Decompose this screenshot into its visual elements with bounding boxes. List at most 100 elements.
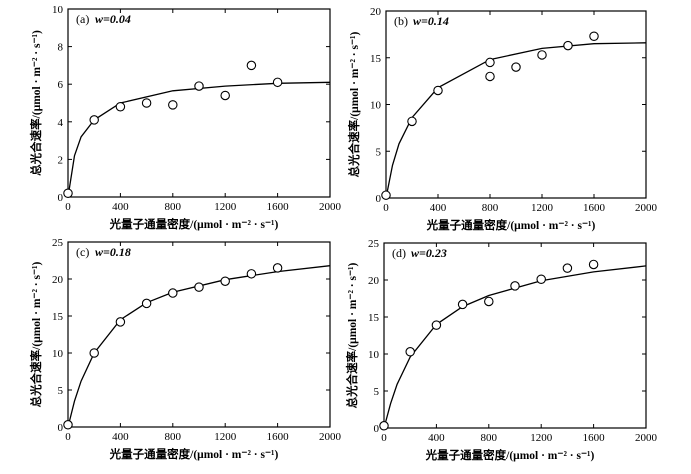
y-tick-label: 10	[52, 348, 64, 360]
panel-annotation: w=0.23	[411, 246, 447, 260]
y-axis-title: 总光合速率/(μmol · m⁻² · s⁻¹)	[29, 30, 43, 176]
plot-frame	[67, 241, 331, 428]
x-tick-label: 1200	[214, 201, 237, 213]
data-point	[63, 188, 73, 198]
data-point	[379, 421, 389, 431]
data-point	[168, 100, 178, 110]
plot-frame	[67, 8, 331, 198]
x-axis-title: 光量子通量密度/(μmol · m⁻² · s⁻¹)	[109, 217, 279, 231]
y-axis-title: 总光合速率/(μmol · m⁻² · s⁻¹)	[347, 32, 361, 178]
data-point	[89, 115, 99, 125]
data-point	[141, 98, 152, 108]
panel-label: (c)	[76, 245, 89, 259]
data-point	[536, 274, 546, 285]
data-point	[407, 116, 417, 127]
data-point	[484, 296, 494, 307]
data-point	[246, 60, 257, 71]
data-point	[115, 102, 126, 112]
panel-label: (b)	[394, 14, 408, 28]
y-tick-label: 25	[52, 237, 64, 249]
y-tick-label: 25	[368, 238, 380, 250]
data-point	[431, 320, 442, 330]
y-tick-label: 20	[370, 6, 382, 18]
x-tick-label: 1600	[583, 432, 606, 444]
x-tick-label: 2000	[635, 202, 658, 214]
y-tick-label: 0	[58, 422, 64, 434]
data-point	[588, 259, 599, 270]
y-tick-label: 20	[52, 274, 64, 286]
y-tick-label: 10	[370, 100, 382, 112]
x-tick-label: 0	[65, 201, 71, 213]
x-tick-label: 0	[383, 202, 389, 214]
x-tick-label: 400	[112, 431, 129, 443]
fitted-curve	[383, 265, 647, 429]
y-tick-label: 4	[58, 117, 64, 129]
y-tick-label: 15	[52, 311, 64, 323]
data-point	[220, 276, 230, 286]
x-tick-label: 1200	[214, 431, 237, 443]
y-tick-label: 5	[374, 386, 380, 398]
panel-4: 0 400 800 1200 1600 2000 0 5 10 15 20 25 (d) w=0.23 光量…	[345, 238, 658, 462]
data-point	[511, 62, 521, 72]
x-tick-label: 400	[428, 432, 445, 444]
y-tick-label: 8	[58, 42, 64, 54]
y-tick-label: 15	[370, 53, 382, 65]
data-point	[589, 31, 599, 41]
x-tick-label: 800	[481, 432, 498, 444]
data-point	[272, 77, 283, 88]
x-tick-label: 800	[165, 431, 182, 443]
x-axis-title: 光量子通量密度/(μmol · m⁻² · s⁻¹)	[425, 448, 595, 462]
data-point	[537, 50, 547, 60]
data-point	[562, 263, 573, 273]
x-tick-label: 1200	[530, 432, 553, 444]
x-tick-label: 1600	[267, 201, 290, 213]
panel-annotation: w=0.04	[95, 12, 131, 26]
data-point	[457, 299, 468, 310]
data-point	[194, 282, 204, 292]
x-tick-label: 0	[381, 432, 387, 444]
panel-label: (d)	[392, 246, 406, 260]
y-tick-label: 0	[376, 193, 382, 205]
x-tick-label: 2000	[635, 432, 658, 444]
x-tick-label: 1600	[267, 431, 290, 443]
y-tick-label: 15	[368, 312, 380, 324]
data-point	[246, 269, 257, 279]
fitted-curve	[67, 81, 331, 198]
panel-3: 0 400 800 1200 1600 2000 0 5 10 15 20 25 (c) w=0.18 光量…	[29, 237, 342, 461]
panel-label: (a)	[76, 12, 89, 26]
data-point	[220, 90, 230, 101]
x-tick-label: 400	[112, 201, 129, 213]
y-tick-label: 0	[374, 423, 380, 435]
data-point	[63, 420, 73, 430]
panel-annotation: w=0.14	[413, 14, 449, 28]
data-point	[433, 85, 443, 96]
y-tick-label: 0	[58, 192, 64, 204]
data-point	[115, 317, 126, 327]
panel-annotation: w=0.18	[95, 245, 131, 259]
y-axis-title: 总光合速率/(μmol · m⁻² · s⁻¹)	[29, 262, 43, 408]
y-tick-label: 10	[52, 4, 64, 16]
y-tick-label: 5	[58, 385, 64, 397]
x-tick-label: 800	[482, 202, 499, 214]
data-point	[381, 190, 391, 200]
x-tick-label: 2000	[319, 431, 342, 443]
y-axis-title: 总光合速率/(μmol · m⁻² · s⁻¹)	[345, 263, 359, 409]
data-point	[141, 298, 152, 309]
y-tick-label: 5	[376, 146, 382, 158]
panel-1: 0 400 800 1200 1600 2000 0 2 4 6 8 10 (a) w=0.04 光量子通量…	[29, 4, 342, 231]
data-point	[510, 281, 520, 291]
x-axis-title: 光量子通量密度/(μmol · m⁻² · s⁻¹)	[426, 218, 596, 232]
data-point	[485, 57, 495, 68]
x-tick-label: 2000	[319, 201, 342, 213]
data-point	[89, 348, 99, 358]
x-tick-label: 1600	[583, 202, 606, 214]
plot-frame	[383, 242, 647, 429]
data-point	[194, 81, 204, 91]
plot-frame	[385, 10, 647, 199]
y-tick-label: 20	[368, 275, 380, 287]
data-point	[405, 347, 415, 357]
data-point	[563, 40, 573, 51]
x-tick-label: 400	[430, 202, 447, 214]
x-tick-label: 800	[165, 201, 182, 213]
